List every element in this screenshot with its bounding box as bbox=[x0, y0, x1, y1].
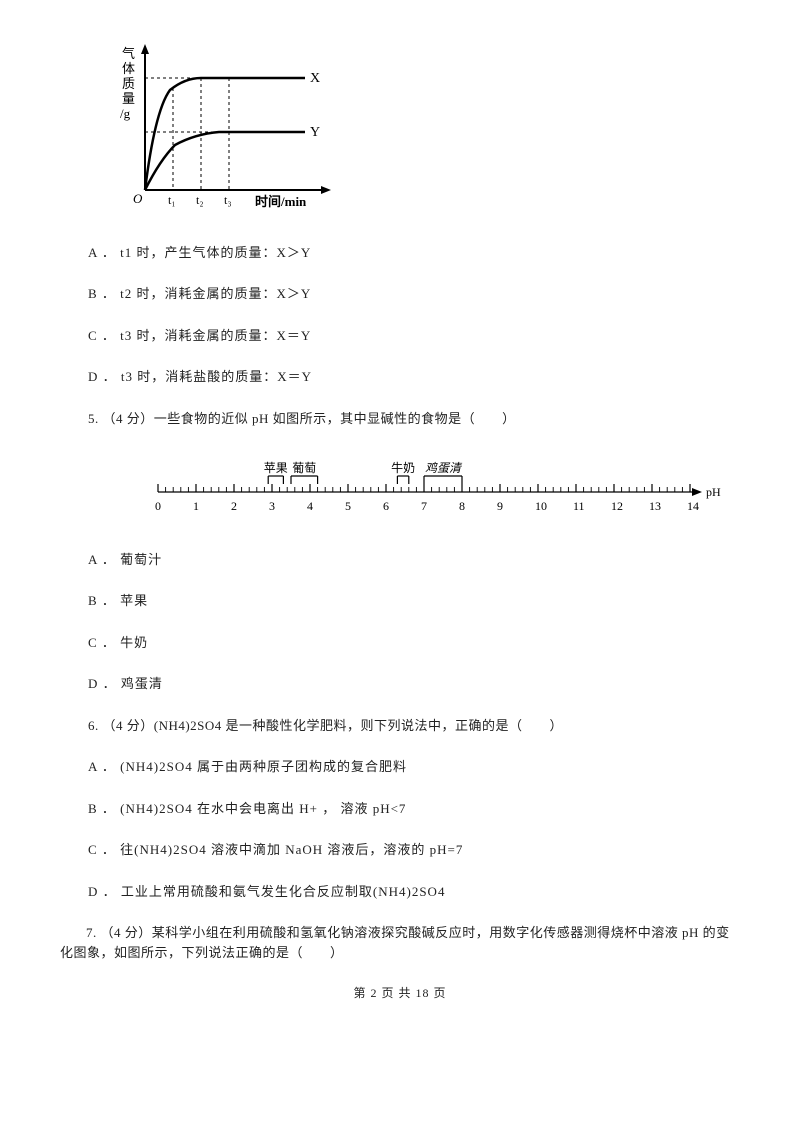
q4-option-a: A ． t1 时，产生气体的质量：X＞Y bbox=[88, 243, 740, 263]
svg-text:鸡蛋清: 鸡蛋清 bbox=[425, 461, 463, 475]
curve-y-label: Y bbox=[310, 125, 320, 140]
q6-option-d: D ． 工业上常用硫酸和氨气发生化合反应制取(NH4)2SO4 bbox=[88, 882, 740, 902]
q6-option-a: A ． (NH4)2SO4 属于由两种原子团构成的复合肥料 bbox=[88, 757, 740, 777]
x-tick-t1: t₁ bbox=[168, 193, 176, 207]
x-tick-t2: t₂ bbox=[196, 193, 204, 207]
svg-text:7: 7 bbox=[421, 499, 427, 513]
q4-option-b: B ． t2 时，消耗金属的质量：X＞Y bbox=[88, 284, 740, 304]
q5-stem: 5. （4 分）一些食物的近似 pH 如图所示，其中显碱性的食物是（ ） bbox=[88, 409, 740, 429]
y-label-l1: 气 bbox=[122, 46, 135, 61]
svg-text:0: 0 bbox=[155, 499, 161, 513]
gas-mass-svg: 气 体 质 量 /g O t₁ t₂ t₃ 时间/min X Y bbox=[115, 40, 345, 215]
y-label-l5: /g bbox=[120, 106, 131, 121]
q6-option-c: C ． 往(NH4)2SO4 溶液中滴加 NaOH 溶液后，溶液的 pH=7 bbox=[88, 840, 740, 860]
y-label-l3: 质 bbox=[122, 76, 135, 91]
svg-text:pH: pH bbox=[706, 485, 721, 499]
svg-text:11: 11 bbox=[573, 499, 585, 513]
svg-text:苹果: 苹果 bbox=[264, 461, 288, 475]
svg-text:9: 9 bbox=[497, 499, 503, 513]
svg-text:2: 2 bbox=[231, 499, 237, 513]
gas-mass-graph: 气 体 质 量 /g O t₁ t₂ t₃ 时间/min X Y bbox=[115, 40, 740, 221]
svg-text:1: 1 bbox=[193, 499, 199, 513]
q5-option-d: D ． 鸡蛋清 bbox=[88, 674, 740, 694]
svg-text:12: 12 bbox=[611, 499, 623, 513]
q4-option-c: C ． t3 时，消耗金属的质量：X＝Y bbox=[88, 326, 740, 346]
svg-text:14: 14 bbox=[687, 499, 699, 513]
q7-stem: 7. （4 分）某科学小组在利用硫酸和氢氧化钠溶液探究酸碱反应时，用数字化传感器… bbox=[60, 923, 740, 962]
svg-text:6: 6 bbox=[383, 499, 389, 513]
q5-option-c: C ． 牛奶 bbox=[88, 633, 740, 653]
page-footer: 第 2 页 共 18 页 bbox=[60, 984, 740, 1002]
svg-text:4: 4 bbox=[307, 499, 313, 513]
y-label-l2: 体 bbox=[122, 61, 135, 76]
q6-option-b: B ． (NH4)2SO4 在水中会电离出 H+ ， 溶液 pH<7 bbox=[88, 799, 740, 819]
svg-text:葡萄: 葡萄 bbox=[292, 461, 316, 475]
q4-option-d: D ． t3 时，消耗盐酸的质量：X＝Y bbox=[88, 367, 740, 387]
y-label-l4: 量 bbox=[122, 91, 135, 106]
svg-text:10: 10 bbox=[535, 499, 547, 513]
origin-label: O bbox=[133, 191, 143, 206]
ph-scale-svg: 01234567891011121314pH苹果葡萄牛奶鸡蛋清 bbox=[148, 450, 748, 520]
q6-stem: 6. （4 分）(NH4)2SO4 是一种酸性化学肥料，则下列说法中，正确的是（… bbox=[88, 716, 740, 736]
ph-scale: 01234567891011121314pH苹果葡萄牛奶鸡蛋清 bbox=[148, 450, 740, 526]
svg-text:13: 13 bbox=[649, 499, 661, 513]
x-axis-label: 时间/min bbox=[255, 194, 307, 209]
svg-text:5: 5 bbox=[345, 499, 351, 513]
svg-text:牛奶: 牛奶 bbox=[391, 460, 415, 475]
q5-option-a: A ． 葡萄汁 bbox=[88, 550, 740, 570]
svg-text:3: 3 bbox=[269, 499, 275, 513]
q5-option-b: B ． 苹果 bbox=[88, 591, 740, 611]
curve-x-label: X bbox=[310, 71, 320, 86]
svg-text:8: 8 bbox=[459, 499, 465, 513]
x-tick-t3: t₃ bbox=[224, 193, 232, 207]
